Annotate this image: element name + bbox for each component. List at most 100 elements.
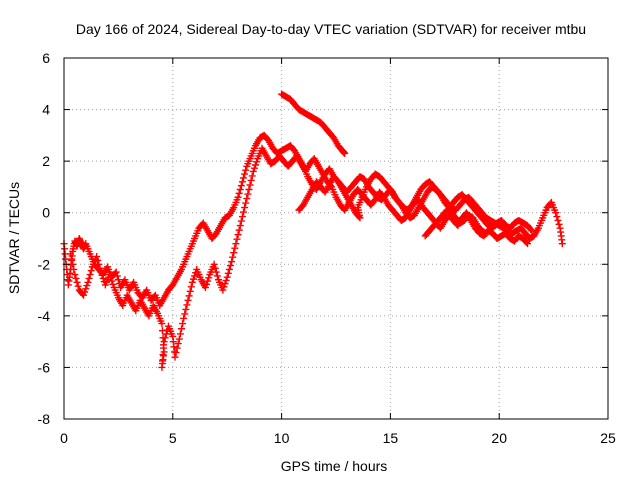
data-point <box>158 320 166 328</box>
data-point <box>184 296 192 304</box>
x-tick-label: 15 <box>383 430 399 446</box>
data-point <box>161 334 169 342</box>
data-point <box>235 189 243 197</box>
data-point <box>80 291 88 299</box>
data-point <box>180 314 188 322</box>
data-point <box>175 335 183 343</box>
data-point <box>181 310 189 318</box>
chart-title: Day 166 of 2024, Sidereal Day-to-day VTE… <box>76 21 586 37</box>
data-point <box>232 240 240 248</box>
data-point <box>237 182 245 190</box>
data-point <box>528 227 536 235</box>
data-point <box>555 220 563 228</box>
data-point <box>182 305 190 313</box>
data-point <box>160 338 168 346</box>
data-point <box>176 330 184 338</box>
data-point <box>226 262 234 270</box>
data-layer <box>60 90 566 371</box>
x-tick-labels: 0 5 10 15 20 25 <box>60 430 616 446</box>
data-point <box>158 363 166 371</box>
data-point <box>246 181 254 189</box>
data-point <box>93 253 101 261</box>
series-track-b <box>67 144 531 371</box>
series-track-c <box>278 90 349 157</box>
x-tick-label: 5 <box>169 430 177 446</box>
data-point <box>250 164 258 172</box>
data-point <box>211 264 219 272</box>
data-point <box>244 190 252 198</box>
data-point <box>238 213 246 221</box>
data-point <box>248 172 256 180</box>
data-point <box>341 149 349 157</box>
y-tick-labels: -8 -6 -4 -2 0 2 4 6 <box>38 50 51 427</box>
y-tick-label: -6 <box>38 359 51 375</box>
data-point <box>234 193 242 201</box>
data-point <box>233 235 241 243</box>
data-point <box>238 178 246 186</box>
data-point <box>160 344 168 352</box>
data-point <box>229 253 237 261</box>
x-tick-label: 10 <box>274 430 290 446</box>
data-point <box>68 255 76 263</box>
data-point <box>201 283 209 291</box>
y-tick-label: -2 <box>38 256 51 272</box>
data-point <box>236 186 244 194</box>
data-point <box>240 208 248 216</box>
data-point <box>527 225 535 233</box>
data-point <box>99 274 107 282</box>
data-point <box>83 282 91 290</box>
data-point <box>522 238 530 246</box>
x-axis-label: GPS time / hours <box>281 458 388 474</box>
data-point <box>245 186 253 194</box>
data-point <box>189 275 197 283</box>
data-point <box>72 274 80 282</box>
data-point <box>173 344 181 352</box>
data-point <box>486 224 494 232</box>
data-point <box>109 280 117 288</box>
data-point <box>220 283 228 291</box>
data-point <box>241 170 249 178</box>
data-point <box>159 351 167 359</box>
data-point <box>185 292 193 300</box>
data-point <box>222 276 230 284</box>
plot-frame <box>63 57 609 420</box>
data-point <box>113 272 121 280</box>
data-point <box>241 204 249 212</box>
data-point <box>223 273 231 281</box>
data-point <box>230 249 238 257</box>
ticks <box>63 57 609 420</box>
data-point <box>107 274 115 282</box>
data-point <box>213 272 221 280</box>
data-point <box>82 285 90 293</box>
data-point <box>87 267 95 275</box>
data-point <box>205 274 213 282</box>
y-tick-label: 0 <box>42 205 50 221</box>
data-point <box>85 274 93 282</box>
data-point <box>96 264 104 272</box>
data-point <box>204 277 212 285</box>
data-point <box>242 199 250 207</box>
data-point <box>183 301 191 309</box>
data-point <box>158 357 166 365</box>
data-point <box>203 280 211 288</box>
y-axis-label: SDTVAR / TECUs <box>6 182 22 294</box>
data-point <box>106 271 114 279</box>
data-point <box>251 161 259 169</box>
data-point <box>247 176 255 184</box>
data-point <box>485 225 493 233</box>
data-point <box>108 277 116 285</box>
data-point <box>558 240 566 248</box>
data-point <box>174 340 182 348</box>
data-point <box>228 258 236 266</box>
data-point <box>235 226 243 234</box>
x-tick-label: 20 <box>491 430 507 446</box>
data-point <box>67 250 75 258</box>
series-track-d <box>295 170 536 235</box>
data-point <box>210 260 218 268</box>
data-point <box>97 268 105 276</box>
x-tick-label: 25 <box>600 430 616 446</box>
data-point <box>236 222 244 230</box>
data-point <box>553 213 561 221</box>
